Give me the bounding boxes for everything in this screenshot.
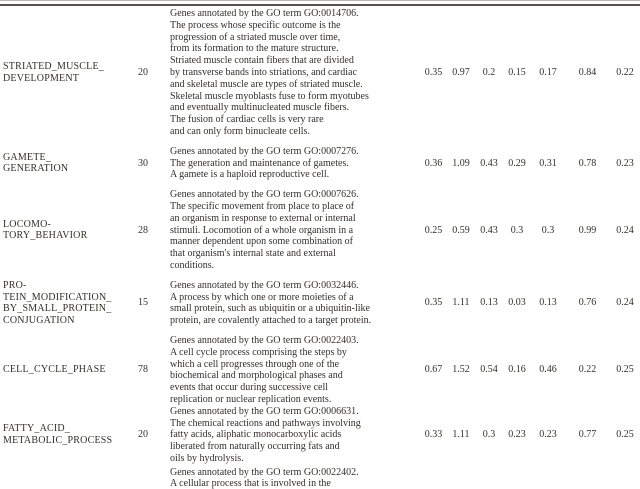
stat-value: 0.46 bbox=[539, 364, 557, 376]
stat-value: 0.43 bbox=[480, 224, 498, 236]
stat-value: 0.22 bbox=[578, 364, 597, 376]
go-terms-table: STRIATED_MUSCLE_ DEVELOPMENT 20 Genes an… bbox=[0, 8, 640, 489]
table-row: FATTY_ACID_ METABOLIC_PROCESS 20 Genes a… bbox=[0, 406, 640, 467]
stat-value: 0.23 bbox=[616, 157, 634, 169]
stat-value: 0.23 bbox=[539, 429, 557, 441]
stat-value: 1.11 bbox=[452, 297, 470, 309]
stat-value: 0.35 bbox=[424, 66, 443, 78]
table-row: GAMETE_ GENERATION 30 Genes annotated by… bbox=[0, 146, 640, 189]
go-term-description: Genes annotated by the GO term GO:000762… bbox=[170, 189, 359, 271]
stat-value: 0.54 bbox=[480, 364, 498, 376]
stat-value: 0.15 bbox=[508, 66, 526, 78]
stat-value: 0.13 bbox=[480, 297, 498, 309]
go-term-name: STRIATED_MUSCLE_ DEVELOPMENT bbox=[3, 61, 104, 84]
stat-value: 0.23 bbox=[508, 429, 526, 441]
stat-value bbox=[447, 467, 475, 489]
gene-count: 78 bbox=[138, 364, 148, 376]
stat-value: 0.33 bbox=[424, 429, 443, 441]
gene-count: 20 bbox=[138, 429, 148, 441]
stat-value: 0.24 bbox=[616, 297, 634, 309]
stat-value: 1.52 bbox=[452, 364, 470, 376]
table-row: LOCOMO- TORY_BEHAVIOR 28 Genes annotated… bbox=[0, 189, 640, 280]
go-term-name: FATTY_ACID_ METABOLIC_PROCESS bbox=[3, 423, 113, 447]
stat-value: 0.25 bbox=[424, 224, 443, 236]
stat-value: 0.77 bbox=[578, 429, 597, 441]
go-term-name: PRO- TEIN_MODIFICATION_ BY_SMALL_PROTEIN… bbox=[3, 279, 112, 327]
stat-value bbox=[420, 467, 447, 489]
table-row: STRIATED_MUSCLE_ DEVELOPMENT 20 Genes an… bbox=[0, 8, 640, 146]
stat-value: 0.78 bbox=[578, 157, 597, 169]
stat-value: 0.67 bbox=[424, 364, 443, 376]
stat-value: 1.09 bbox=[452, 157, 470, 169]
stat-value: 0.31 bbox=[539, 157, 557, 169]
go-term-description: Genes annotated by the GO term GO:003244… bbox=[170, 279, 372, 327]
stat-value: 0.24 bbox=[616, 224, 634, 236]
gene-count: 20 bbox=[138, 66, 148, 78]
stat-value: 0.59 bbox=[452, 224, 470, 236]
stat-value: 0.99 bbox=[578, 224, 597, 236]
table-top-rule bbox=[0, 0, 640, 6]
stat-value: 0.03 bbox=[508, 297, 526, 309]
table-row: PRO- TEIN_MODIFICATION_ BY_SMALL_PROTEIN… bbox=[0, 280, 640, 335]
stat-value: 0.25 bbox=[616, 429, 634, 441]
go-term-description: Genes annotated by the GO term GO:002240… bbox=[170, 334, 359, 405]
stat-value bbox=[565, 467, 610, 489]
go-term-name bbox=[0, 467, 135, 489]
stat-value bbox=[531, 467, 565, 489]
stat-value: 0.29 bbox=[508, 157, 526, 169]
stat-value: 0.16 bbox=[508, 364, 526, 376]
stat-value: 0.3 bbox=[510, 224, 524, 236]
go-term-name: LOCOMO- TORY_BEHAVIOR bbox=[3, 218, 88, 242]
gene-count bbox=[135, 467, 170, 489]
stat-value: 0.35 bbox=[424, 297, 443, 309]
stat-value bbox=[475, 467, 503, 489]
gene-count: 28 bbox=[138, 224, 148, 236]
go-term-name: GAMETE_ GENERATION bbox=[3, 151, 69, 175]
gene-count: 15 bbox=[138, 297, 148, 309]
stat-value: 0.36 bbox=[424, 157, 443, 169]
stat-value: 0.13 bbox=[539, 297, 557, 309]
table-row: Genes annotated by the GO term GO:002240… bbox=[0, 467, 640, 489]
table-row: CELL_CYCLE_PHASE 78 Genes annotated by t… bbox=[0, 335, 640, 406]
go-term-name: CELL_CYCLE_PHASE bbox=[3, 364, 106, 376]
stat-value: 0.43 bbox=[480, 157, 498, 169]
stat-value: 0.84 bbox=[578, 66, 597, 78]
stat-value: 0.76 bbox=[578, 297, 597, 309]
stat-value bbox=[610, 467, 640, 489]
go-term-description: Genes annotated by the GO term GO:001470… bbox=[170, 8, 369, 137]
stat-value: 0.17 bbox=[539, 66, 557, 78]
gene-count: 30 bbox=[138, 157, 148, 169]
stat-value: 0.97 bbox=[452, 66, 470, 78]
go-term-description: Genes annotated by the GO term GO:002240… bbox=[170, 466, 359, 489]
go-term-description: Genes annotated by the GO term GO:000663… bbox=[170, 405, 361, 464]
stat-value: 0.2 bbox=[482, 66, 496, 78]
stat-value: 0.3 bbox=[541, 224, 555, 236]
go-term-description: Genes annotated by the GO term GO:000727… bbox=[170, 145, 359, 181]
stat-value: 0.22 bbox=[616, 66, 634, 78]
stat-value: 0.25 bbox=[616, 364, 634, 376]
stat-value bbox=[503, 467, 531, 489]
stat-value: 0.3 bbox=[482, 429, 496, 441]
stat-value: 1.11 bbox=[452, 429, 470, 441]
